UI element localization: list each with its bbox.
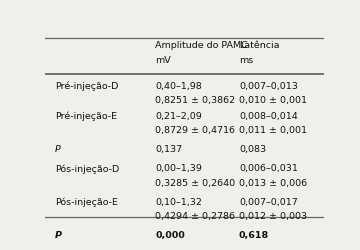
Text: 0,40–1,98: 0,40–1,98 xyxy=(155,82,202,91)
Text: P: P xyxy=(55,231,62,240)
Text: 0,083: 0,083 xyxy=(239,145,266,154)
Text: 0,010 ± 0,001: 0,010 ± 0,001 xyxy=(239,96,307,106)
Text: P: P xyxy=(55,145,60,154)
Text: 0,012 ± 0,003: 0,012 ± 0,003 xyxy=(239,212,307,221)
Text: 0,007–0,013: 0,007–0,013 xyxy=(239,82,298,91)
Text: mV: mV xyxy=(155,56,171,65)
Text: 0,011 ± 0,001: 0,011 ± 0,001 xyxy=(239,126,307,135)
Text: 0,006–0,031: 0,006–0,031 xyxy=(239,164,298,173)
Text: 0,137: 0,137 xyxy=(155,145,182,154)
Text: 0,007–0,017: 0,007–0,017 xyxy=(239,198,298,207)
Text: 0,00–1,39: 0,00–1,39 xyxy=(155,164,202,173)
Text: 0,4294 ± 0,2786: 0,4294 ± 0,2786 xyxy=(155,212,235,221)
Text: 0,008–0,014: 0,008–0,014 xyxy=(239,112,298,121)
Text: 0,000: 0,000 xyxy=(155,231,185,240)
Text: Pós-injeção-D: Pós-injeção-D xyxy=(55,164,119,174)
Text: 0,10–1,32: 0,10–1,32 xyxy=(155,198,202,207)
Text: Pré-injeção-E: Pré-injeção-E xyxy=(55,112,117,121)
Text: 0,618: 0,618 xyxy=(239,231,269,240)
Text: Amplitude do PAMC: Amplitude do PAMC xyxy=(155,40,248,50)
Text: ms: ms xyxy=(239,56,253,65)
Text: Pós-injeção-E: Pós-injeção-E xyxy=(55,198,118,207)
Text: 0,8729 ± 0,4716: 0,8729 ± 0,4716 xyxy=(155,126,235,135)
Text: Latência: Latência xyxy=(239,40,279,50)
Text: 0,21–2,09: 0,21–2,09 xyxy=(155,112,202,121)
Text: 0,3285 ± 0,2640: 0,3285 ± 0,2640 xyxy=(155,179,235,188)
Text: Pré-injeção-D: Pré-injeção-D xyxy=(55,82,118,92)
Text: 0,8251 ± 0,3862: 0,8251 ± 0,3862 xyxy=(155,96,235,106)
Text: 0,013 ± 0,006: 0,013 ± 0,006 xyxy=(239,179,307,188)
